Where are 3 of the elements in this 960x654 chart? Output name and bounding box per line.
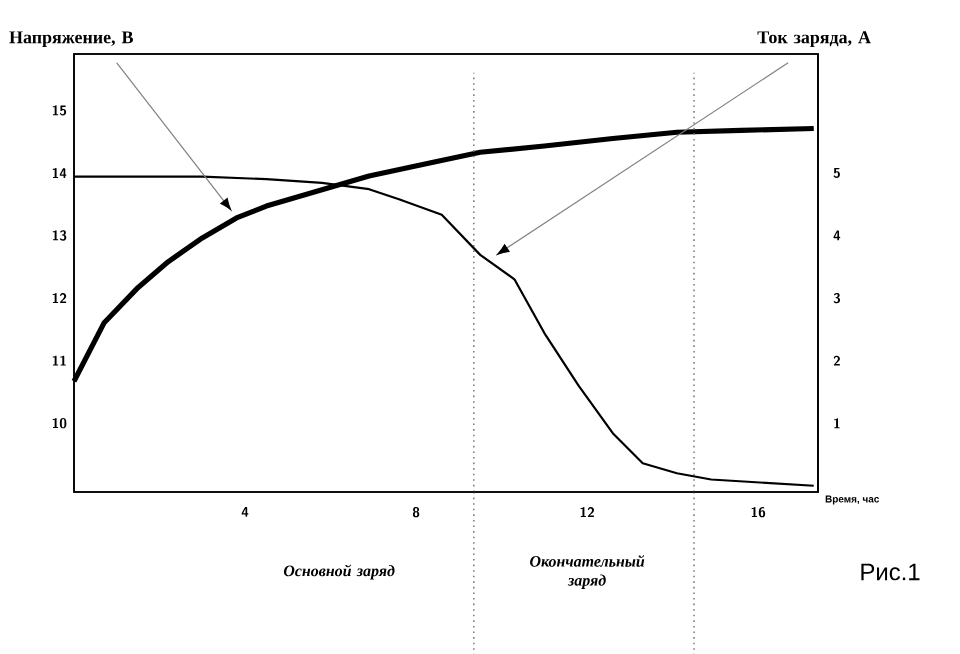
text: Рис.1: [861, 563, 920, 581]
y2-axis-title: Ток заряда, А: [757, 31, 871, 47]
y-axis-title: Напряжение, В: [9, 31, 133, 47]
